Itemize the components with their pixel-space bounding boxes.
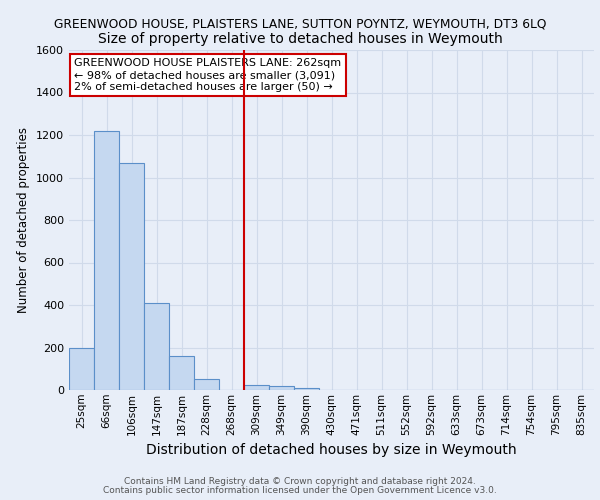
- Text: Size of property relative to detached houses in Weymouth: Size of property relative to detached ho…: [98, 32, 502, 46]
- Bar: [194, 380, 219, 390]
- Text: GREENWOOD HOUSE, PLAISTERS LANE, SUTTON POYNTZ, WEYMOUTH, DT3 6LQ: GREENWOOD HOUSE, PLAISTERS LANE, SUTTON …: [54, 18, 546, 30]
- Bar: [169, 356, 194, 390]
- Bar: [69, 348, 94, 390]
- Text: GREENWOOD HOUSE PLAISTERS LANE: 262sqm
← 98% of detached houses are smaller (3,0: GREENWOOD HOUSE PLAISTERS LANE: 262sqm ←…: [74, 58, 341, 92]
- Bar: [244, 384, 269, 390]
- X-axis label: Distribution of detached houses by size in Weymouth: Distribution of detached houses by size …: [146, 443, 517, 457]
- Bar: [294, 388, 319, 390]
- Bar: [144, 303, 169, 390]
- Bar: [119, 162, 144, 390]
- Text: Contains HM Land Registry data © Crown copyright and database right 2024.: Contains HM Land Registry data © Crown c…: [124, 477, 476, 486]
- Text: Contains public sector information licensed under the Open Government Licence v3: Contains public sector information licen…: [103, 486, 497, 495]
- Bar: [269, 386, 294, 390]
- Bar: [94, 130, 119, 390]
- Y-axis label: Number of detached properties: Number of detached properties: [17, 127, 31, 313]
